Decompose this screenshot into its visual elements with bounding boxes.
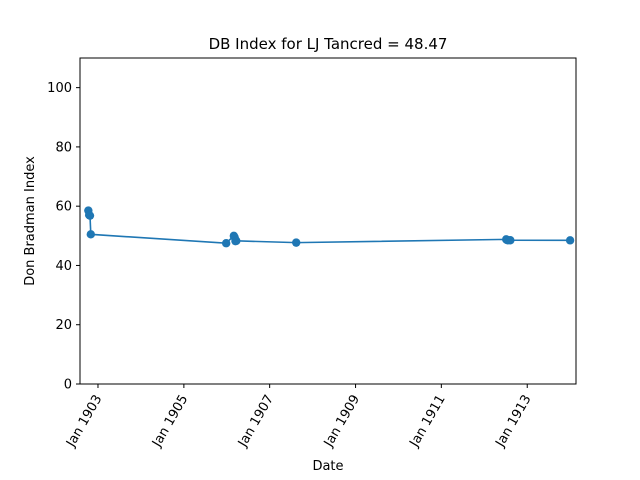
data-point: [86, 230, 96, 239]
x-tick-label: Jan 1913: [493, 393, 535, 451]
data-point: [292, 238, 301, 247]
series-line: [87, 210, 571, 245]
chart-title: DB Index for LJ Tancred = 48.47: [209, 35, 448, 53]
y-tick-label: 60: [55, 200, 72, 215]
y-tick-label: 40: [55, 259, 72, 274]
x-tick-label: Jan 1905: [149, 393, 191, 451]
y-tick-label: 100: [47, 81, 72, 96]
data-point: [506, 236, 515, 245]
x-axis: Jan 1903 Jan 1905 Jan 1907 Jan 1909 Jan 1911…: [63, 384, 535, 451]
data-point: [221, 239, 231, 248]
data-point: [565, 236, 575, 245]
y-axis-label: Don Bradman Index: [23, 156, 38, 286]
data-point: [85, 211, 95, 220]
data-point: [232, 236, 241, 246]
plot-frame: [79, 57, 577, 385]
x-tick-label: Jan 1903: [63, 393, 105, 451]
y-tick-label: 20: [55, 318, 72, 333]
y-axis: 0 20 40 60 80 100: [47, 81, 80, 393]
plot-area: [84, 206, 575, 248]
x-tick-label: Jan 1911: [407, 393, 449, 451]
x-tick-label: Jan 1909: [321, 393, 363, 451]
y-tick-label: 0: [64, 378, 72, 393]
x-tick-label: Jan 1907: [235, 393, 277, 451]
x-axis-label: Date: [312, 459, 343, 474]
y-tick-label: 80: [55, 140, 72, 155]
